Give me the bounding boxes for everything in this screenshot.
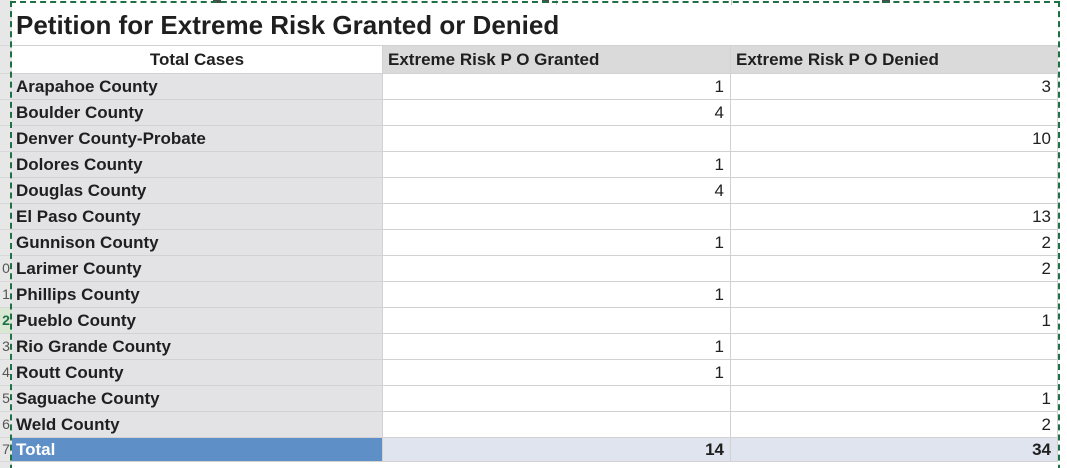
cell-denied[interactable]: 10 [731, 126, 1058, 152]
cell-county[interactable]: Rio Grande County [12, 334, 383, 360]
cell-county[interactable]: Routt County [12, 360, 383, 386]
gridline-fragment [556, 0, 557, 5]
row-header[interactable] [0, 6, 12, 46]
row-header[interactable]: 0 [0, 256, 12, 282]
row-header[interactable] [0, 178, 12, 204]
cell-denied[interactable]: 2 [731, 230, 1058, 256]
cell-county[interactable]: Pueblo County [12, 308, 383, 334]
row-header[interactable]: 5 [0, 386, 12, 412]
cell-denied[interactable] [731, 282, 1058, 308]
cell-county[interactable]: Gunnison County [12, 230, 383, 256]
row-header[interactable] [0, 152, 12, 178]
header-total-cases[interactable]: Total Cases [12, 46, 383, 74]
row-header[interactable]: 1 [0, 282, 12, 308]
cell-denied[interactable]: 3 [731, 74, 1058, 100]
cell-denied[interactable]: 2 [731, 256, 1058, 282]
clipped-text-fragment [213, 0, 221, 3]
cell-total-label[interactable]: Total [12, 438, 383, 462]
cell-granted[interactable]: 1 [383, 152, 731, 178]
row-header-active[interactable]: 2 [0, 308, 12, 334]
cell-granted[interactable] [383, 126, 731, 152]
cell-denied[interactable]: 1 [731, 308, 1058, 334]
cell-granted[interactable]: 1 [383, 230, 731, 256]
cell-county[interactable]: Boulder County [12, 100, 383, 126]
clipped-text-fragment [882, 0, 890, 3]
cell-county[interactable]: Phillips County [12, 282, 383, 308]
row-header[interactable] [0, 126, 12, 152]
cell-granted[interactable] [383, 386, 731, 412]
cell-granted[interactable]: 4 [383, 178, 731, 204]
cell-county[interactable]: Saguache County [12, 386, 383, 412]
worksheet-table: Petition for Extreme Risk Granted or Den… [12, 6, 1058, 468]
cell-granted[interactable]: 1 [383, 282, 731, 308]
cell-denied[interactable] [731, 152, 1058, 178]
cell-denied[interactable]: 2 [731, 412, 1058, 438]
cell-total-granted[interactable]: 14 [383, 438, 731, 462]
header-denied[interactable]: Extreme Risk P O Denied [731, 46, 1058, 74]
cell-granted[interactable] [383, 308, 731, 334]
row-header[interactable] [0, 46, 12, 74]
cell-granted[interactable]: 1 [383, 74, 731, 100]
clipped-text-fragment [542, 0, 549, 3]
header-granted[interactable]: Extreme Risk P O Granted [383, 46, 731, 74]
cell-granted[interactable]: 4 [383, 100, 731, 126]
next-row-sliver [12, 462, 1058, 468]
cell-county[interactable]: Douglas County [12, 178, 383, 204]
gridline-fragment [731, 0, 732, 5]
row-header[interactable]: 6 [0, 412, 12, 438]
cell-county[interactable]: Dolores County [12, 152, 383, 178]
row-header[interactable] [0, 100, 12, 126]
cell-denied[interactable] [731, 178, 1058, 204]
row-header[interactable] [0, 74, 12, 100]
cell-county[interactable]: Denver County-Probate [12, 126, 383, 152]
title-cell[interactable]: Petition for Extreme Risk Granted or Den… [12, 6, 1058, 46]
cell-denied[interactable] [731, 100, 1058, 126]
cell-granted[interactable] [383, 412, 731, 438]
cell-granted[interactable]: 1 [383, 334, 731, 360]
cell-granted[interactable] [383, 256, 731, 282]
row-header[interactable] [0, 204, 12, 230]
cell-county[interactable]: El Paso County [12, 204, 383, 230]
cell-granted[interactable]: 1 [383, 360, 731, 386]
cell-denied[interactable]: 13 [731, 204, 1058, 230]
cell-county[interactable]: Larimer County [12, 256, 383, 282]
row-header-strip: 0 1 2 3 4 5 6 7 [0, 0, 12, 468]
cell-denied[interactable]: 1 [731, 386, 1058, 412]
row-header[interactable] [0, 230, 12, 256]
row-header[interactable]: 4 [0, 360, 12, 386]
cell-granted[interactable] [383, 204, 731, 230]
cell-denied[interactable] [731, 360, 1058, 386]
cell-denied[interactable] [731, 334, 1058, 360]
cell-county[interactable]: Arapahoe County [12, 74, 383, 100]
cell-county[interactable]: Weld County [12, 412, 383, 438]
row-header[interactable]: 7 [0, 438, 12, 462]
cell-total-denied[interactable]: 34 [731, 438, 1058, 462]
row-header[interactable]: 3 [0, 334, 12, 360]
